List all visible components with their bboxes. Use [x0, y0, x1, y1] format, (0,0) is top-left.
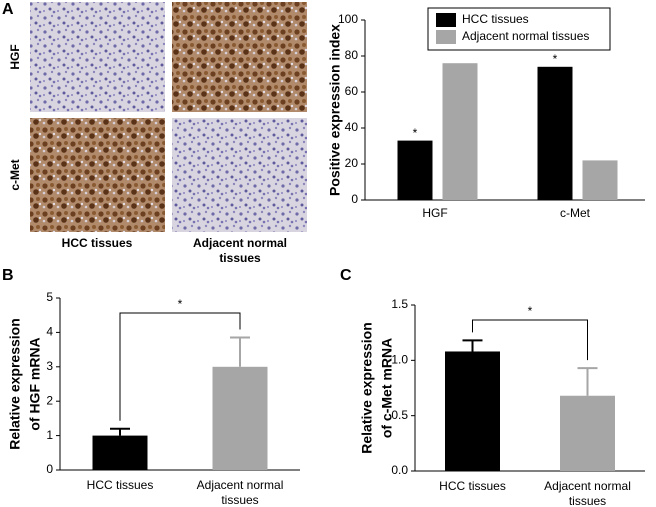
y-tick-label: 2 — [46, 393, 53, 407]
significance-bracket — [472, 319, 588, 361]
significance-label: * — [178, 297, 183, 311]
bar — [560, 395, 615, 471]
x-tick-label: Adjacent normal tissues — [196, 478, 284, 507]
legend-label: HCC tissues — [462, 12, 529, 26]
row-label: c-Met — [8, 159, 22, 190]
bar — [92, 435, 148, 470]
y-tick-label: 60 — [345, 84, 359, 98]
micrograph — [172, 118, 307, 232]
bar — [397, 140, 433, 200]
bar — [537, 66, 573, 200]
y-tick-label: 80 — [345, 48, 359, 62]
y-axis-label: Relative expression — [359, 322, 375, 454]
y-tick-label: 1.0 — [391, 353, 408, 367]
y-tick-label: 100 — [338, 12, 358, 26]
bar — [582, 160, 618, 200]
micrograph — [30, 118, 165, 232]
legend-box — [427, 7, 611, 51]
x-tick-label: Adjacent normal tissues — [544, 479, 631, 507]
y-tick-label: 40 — [345, 120, 359, 134]
y-axis-label: Positive expression index — [327, 24, 343, 196]
legend-swatch — [436, 30, 456, 44]
x-tick-label: HCC tissues — [86, 478, 154, 492]
annotation: * — [413, 126, 418, 140]
error-bar — [230, 336, 250, 367]
error-bar — [462, 339, 483, 352]
significance-label: * — [528, 304, 533, 318]
y-axis-label: of HGF mRNA — [27, 337, 43, 430]
y-tick-label: 20 — [345, 156, 359, 170]
bar — [212, 366, 268, 470]
y-axis-label: of c-Met mRNA — [379, 338, 395, 438]
y-tick-label: 5 — [46, 290, 53, 304]
y-tick-label: 0 — [46, 462, 53, 476]
significance-bracket — [119, 312, 241, 421]
bar — [442, 63, 478, 201]
panel-label: B — [2, 267, 14, 284]
y-tick-label: 3 — [46, 359, 53, 373]
annotation: * — [553, 52, 558, 66]
x-tick-label: HCC tissues — [439, 479, 506, 493]
y-axis-label: Relative expression — [7, 318, 23, 450]
y-tick-label: 0.5 — [391, 408, 408, 422]
x-tick-label: HGF — [422, 206, 447, 220]
column-label: HCC tissues — [61, 236, 133, 250]
error-bar — [110, 427, 130, 436]
legend-label: Adjacent normal tissues — [462, 29, 589, 43]
panel-label: C — [340, 267, 352, 284]
legend-swatch — [436, 13, 456, 27]
y-tick-label: 1 — [46, 428, 53, 442]
error-bar — [577, 367, 598, 396]
row-label: HGF — [8, 44, 22, 69]
bar — [445, 351, 500, 471]
y-tick-label: 0.0 — [391, 463, 408, 477]
panel-label: A — [2, 1, 14, 18]
micrograph — [172, 2, 307, 112]
y-tick-label: 0 — [351, 192, 358, 206]
column-label: Adjacent normal tissues — [192, 236, 288, 265]
y-tick-label: 4 — [46, 325, 53, 339]
y-tick-label: 1.5 — [391, 297, 408, 311]
x-tick-label: c-Met — [560, 206, 591, 220]
micrograph — [30, 2, 165, 112]
